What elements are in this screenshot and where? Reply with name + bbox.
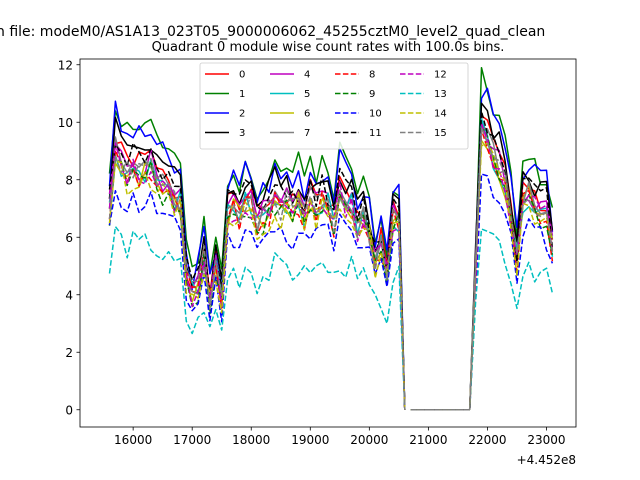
x-tick-label: 18000 <box>232 433 270 447</box>
legend-label-13: 13 <box>434 89 447 100</box>
series-line-10-segment-0 <box>108 189 406 410</box>
legend-label-1: 1 <box>239 89 245 100</box>
y-tick-label: 10 <box>58 116 73 130</box>
x-tick-label: 17000 <box>173 433 211 447</box>
series-line-15-segment-0 <box>108 155 406 410</box>
y-tick-label: 12 <box>58 58 73 72</box>
legend-label-3: 3 <box>239 128 245 139</box>
y-tick-label: 2 <box>65 346 73 360</box>
series-line-5-segment-0 <box>108 154 406 410</box>
legend-label-15: 15 <box>434 128 447 139</box>
series-line-13-segment-2 <box>468 228 554 410</box>
figure-suptitle: n file: modeM0/AS1A13_023T05_9000006062_… <box>0 24 545 40</box>
series-line-11-segment-0 <box>108 142 406 410</box>
y-tick-label: 0 <box>65 403 73 417</box>
y-tick-label: 4 <box>65 288 73 302</box>
legend-label-8: 8 <box>369 70 375 81</box>
legend-label-14: 14 <box>434 109 447 120</box>
series-line-15-segment-2 <box>468 126 554 410</box>
axes-frame <box>79 58 577 428</box>
legend-label-4: 4 <box>304 70 310 81</box>
x-tick-label: 21000 <box>409 433 447 447</box>
x-tick-label: 20000 <box>350 433 388 447</box>
y-tick-label: 6 <box>65 231 73 245</box>
legend-label-5: 5 <box>304 89 310 100</box>
x-tick-label: 23000 <box>527 433 565 447</box>
legend-label-7: 7 <box>304 128 310 139</box>
series-line-14-segment-2 <box>468 142 554 410</box>
x-tick-label: 22000 <box>468 433 506 447</box>
series-line-1-segment-0 <box>108 110 406 410</box>
legend-label-12: 12 <box>434 70 447 81</box>
series-group <box>108 66 554 411</box>
plot-area: 16000 17000 18000 19000 20000 21000 22000 23000… <box>58 58 577 467</box>
legend-label-6: 6 <box>304 109 310 120</box>
series-line-3-segment-0 <box>108 116 406 410</box>
chart-title: Quadrant 0 module wise count rates with … <box>152 40 505 55</box>
legend-label-10: 10 <box>369 109 382 120</box>
series-line-9-segment-0 <box>108 157 406 410</box>
legend-label-0: 0 <box>239 70 245 81</box>
series-line-2-segment-2 <box>468 87 554 410</box>
legend-label-9: 9 <box>369 89 375 100</box>
legend-label-2: 2 <box>239 109 245 120</box>
series-line-2-segment-0 <box>108 100 406 410</box>
series-line-8-segment-0 <box>108 149 406 410</box>
x-tick-label: 16000 <box>114 433 152 447</box>
x-offset-label: +4.452e8 <box>517 453 576 467</box>
series-line-14-segment-0 <box>108 160 406 410</box>
y-tick-label: 8 <box>65 173 73 187</box>
legend-label-11: 11 <box>369 128 382 139</box>
series-15 <box>108 126 554 411</box>
series-line-1-segment-2 <box>468 66 554 410</box>
series-line-13-segment-0 <box>108 225 406 410</box>
x-tick-label: 19000 <box>291 433 329 447</box>
series-line-3-segment-2 <box>468 102 554 410</box>
legend-box <box>199 62 469 150</box>
